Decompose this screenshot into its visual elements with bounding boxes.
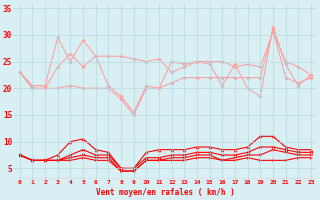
X-axis label: Vent moyen/en rafales ( km/h ): Vent moyen/en rafales ( km/h ) bbox=[96, 188, 235, 197]
